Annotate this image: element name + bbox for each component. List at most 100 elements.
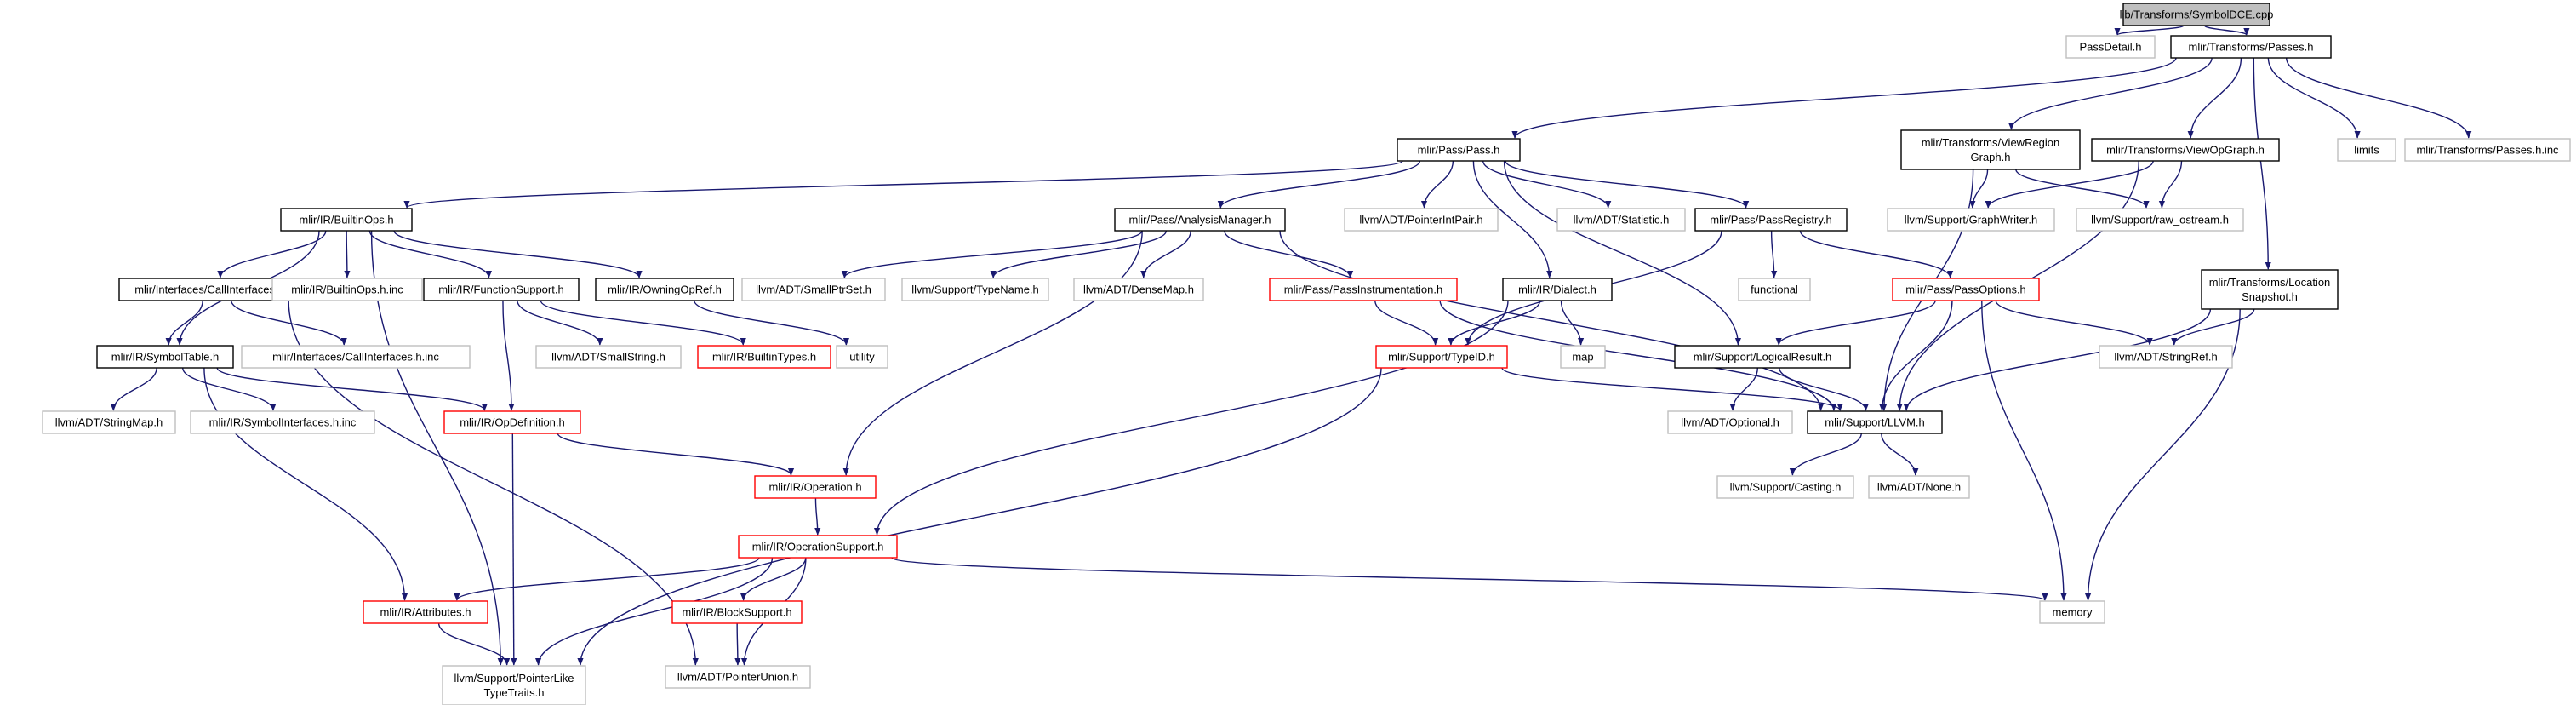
node-box [1694,208,1848,232]
node-callifinc[interactable]: mlir/Interfaces/CallInterfaces.h.inc [241,345,471,369]
node-box [443,410,581,434]
edge-pass-to-pointerint [1420,160,1454,209]
node-rawostream[interactable]: llvm/Support/raw_ostream.h [2076,208,2244,232]
nodes-layer: lib/Transforms/SymbolDCE.cpp PassDetail.h… [42,3,2571,705]
edge-analysis-to-densemap [1140,230,1191,278]
node-label: llvm/ADT/Statistic.h [1574,214,1670,226]
node-smallstring[interactable]: llvm/ADT/SmallString.h [535,345,682,369]
node-passesinc[interactable]: mlir/Transforms/Passes.h.inc [2404,138,2571,162]
edge-root-to-passdetail [2114,25,2185,36]
node-functional[interactable]: functional [1738,278,1811,301]
node-passoptions[interactable]: mlir/Pass/PassOptions.h [1892,278,2040,301]
node-label: memory [2053,606,2093,619]
edge-logicalresult-to-llvmh [1779,367,1870,411]
node-box [2039,600,2105,624]
edge-passes-to-locsnap [2253,57,2271,270]
node-logicalresult[interactable]: mlir/Support/LogicalResult.h [1674,345,1851,369]
node-densemap[interactable]: llvm/ADT/DenseMap.h [1073,278,1204,301]
edge-llvmh-to-casting [1789,433,1862,476]
node-label: mlir/Interfaces/CallInterfaces.h [134,284,284,296]
node-pointerunion[interactable]: llvm/ADT/PointerUnion.h [665,665,811,689]
node-typeid[interactable]: mlir/Support/TypeID.h [1375,345,1508,369]
edge-attributes-to-pointerlike [437,622,511,666]
node-label: mlir/Transforms/Passes.h.inc [2416,144,2559,157]
node-box [241,345,471,369]
node-smallptrset[interactable]: llvm/ADT/SmallPtrSet.h [741,278,886,301]
node-box [1556,208,1686,232]
node-box [363,600,488,624]
edge-symtable-to-attributes [203,367,408,601]
edge-llvmh-to-none [1881,433,1919,476]
edge-opdef-to-operation [557,433,795,476]
edge-builtinops-to-callif [217,230,327,278]
edge-pass-to-dialect [1472,160,1553,278]
edge-dialect-to-opsupport [873,300,1509,536]
node-box [1397,138,1521,162]
node-passes[interactable]: mlir/Transforms/Passes.h [2170,35,2332,59]
node-root[interactable]: lib/Transforms/SymbolDCE.cpp [2120,3,2274,26]
node-stringref[interactable]: llvm/ADT/StringRef.h [2099,345,2233,369]
node-pointerint[interactable]: llvm/ADT/PointerIntPair.h [1344,208,1499,232]
edge-passinstr-to-typeid [1374,300,1439,346]
edge-callif-to-symtable [165,300,203,346]
node-label: llvm/ADT/Optional.h [1681,416,1779,429]
node-builtinopsinc[interactable]: mlir/IR/BuiltinOps.h.inc [271,278,423,301]
node-label: mlir/Pass/PassInstrumentation.h [1284,284,1442,296]
node-label: mlir/IR/SymbolInterfaces.h.inc [209,416,357,429]
edge-viewregion-to-graphwriter [1969,169,1989,209]
node-memory[interactable]: memory [2039,600,2105,624]
node-optional[interactable]: llvm/ADT/Optional.h [1667,410,1793,434]
edge-passes-to-viewop [2187,57,2242,139]
node-limits[interactable]: limits [2337,138,2396,162]
node-label: mlir/IR/BlockSupport.h [682,606,791,619]
node-symtable[interactable]: mlir/IR/SymbolTable.h [96,345,234,369]
node-label: mlir/Pass/Pass.h [1418,144,1500,157]
edge-dialect-to-typeid [1448,300,1541,346]
node-passinstr[interactable]: mlir/Pass/PassInstrumentation.h [1269,278,1458,301]
edge-operation-to-opsupport [814,497,821,536]
edge-symtable-to-stringmap [110,367,157,411]
node-label: mlir/IR/SymbolTable.h [111,351,219,364]
node-label: mlir/IR/Attributes.h [380,606,471,619]
node-viewop[interactable]: mlir/Transforms/ViewOpGraph.h [2091,138,2280,162]
edge-funcsupport-to-builtintypes [540,300,746,346]
edge-viewregion-to-rawostream [2015,169,2150,209]
node-passdetail[interactable]: PassDetail.h [2065,35,2156,59]
node-none[interactable]: llvm/ADT/None.h [1868,475,1970,499]
node-opsupport[interactable]: mlir/IR/OperationSupport.h [738,535,898,559]
node-box [1502,278,1613,301]
node-builtintypes[interactable]: mlir/IR/BuiltinTypes.h [697,345,831,369]
node-stringmap[interactable]: llvm/ADT/StringMap.h [42,410,176,434]
node-viewregion[interactable]: mlir/Transforms/ViewRegion Graph.h [1900,129,2081,170]
node-utility[interactable]: utility [836,345,888,369]
node-opdef[interactable]: mlir/IR/OpDefinition.h [443,410,581,434]
node-funcsupport[interactable]: mlir/IR/FunctionSupport.h [423,278,580,301]
edge-root-to-passes [2203,25,2250,36]
node-owningop[interactable]: mlir/IR/OwningOpRef.h [595,278,734,301]
node-label: mlir/IR/OpDefinition.h [460,416,565,429]
node-pass[interactable]: mlir/Pass/Pass.h [1397,138,1521,162]
node-casting[interactable]: llvm/Support/Casting.h [1716,475,1854,499]
node-passregistry[interactable]: mlir/Pass/PassRegistry.h [1694,208,1848,232]
node-box [2201,269,2339,310]
node-label: mlir/IR/BuiltinTypes.h [712,351,816,364]
node-label: Graph.h [1971,151,2011,163]
node-dialect[interactable]: mlir/IR/Dialect.h [1502,278,1613,301]
node-builtinops[interactable]: mlir/IR/BuiltinOps.h [280,208,413,232]
node-label: limits [2354,144,2379,157]
node-statistic[interactable]: llvm/ADT/Statistic.h [1556,208,1686,232]
node-symifinc[interactable]: mlir/IR/SymbolInterfaces.h.inc [190,410,375,434]
node-attributes[interactable]: mlir/IR/Attributes.h [363,600,488,624]
node-map[interactable]: map [1560,345,1606,369]
node-operation[interactable]: mlir/IR/Operation.h [754,475,877,499]
node-blocksupport[interactable]: mlir/IR/BlockSupport.h [671,600,803,624]
node-llvmh[interactable]: mlir/Support/LLVM.h [1807,410,1943,434]
edge-passes-to-limits [2267,57,2361,139]
node-graphwriter[interactable]: llvm/Support/GraphWriter.h [1887,208,2055,232]
node-label: mlir/Support/TypeID.h [1388,351,1495,364]
node-analysis[interactable]: mlir/Pass/AnalysisManager.h [1114,208,1286,232]
node-label: llvm/Support/TypeName.h [911,284,1039,296]
node-typename[interactable]: llvm/Support/TypeName.h [901,278,1049,301]
